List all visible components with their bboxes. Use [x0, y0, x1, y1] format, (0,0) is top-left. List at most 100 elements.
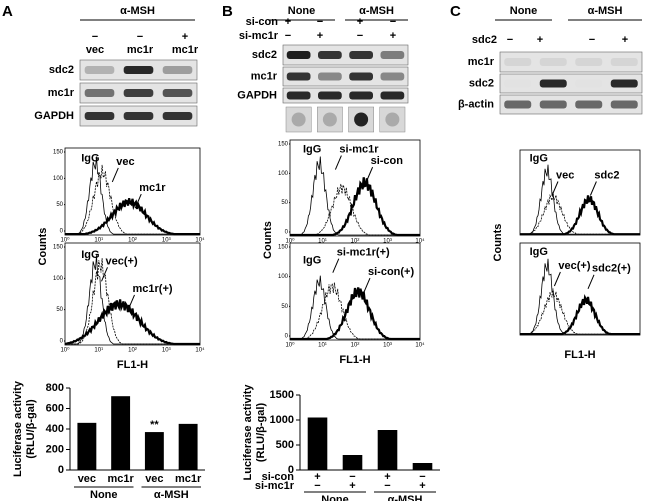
blot-label: sdc2 [49, 64, 74, 76]
band [504, 100, 532, 109]
band [318, 72, 342, 81]
sign: + [182, 31, 188, 43]
arrow [363, 277, 371, 293]
y-tick-label: 0 [288, 464, 294, 476]
flow-y-tick: 100 [53, 176, 64, 182]
band [575, 58, 603, 66]
sign: − [507, 34, 513, 46]
sign: − [589, 34, 595, 46]
bar [342, 455, 363, 470]
y-tick-label: 500 [276, 439, 294, 451]
arrow [134, 193, 142, 209]
flow-x-tick: 10² [128, 348, 137, 354]
group-label: α-MSH [154, 489, 189, 501]
row-label: si-mc1r [239, 30, 279, 42]
histogram [64, 299, 200, 346]
header: α-MSH [120, 5, 155, 17]
sign: + [349, 480, 355, 492]
arrow [128, 294, 135, 310]
band [380, 51, 405, 59]
flow-label: vec [116, 156, 134, 168]
band [318, 51, 342, 59]
histogram [520, 294, 640, 336]
sign: − [390, 16, 396, 28]
arrow [111, 167, 119, 183]
flow-frame [64, 242, 201, 346]
histogram [65, 156, 200, 235]
band [84, 112, 115, 120]
blot [499, 94, 643, 115]
band [610, 100, 638, 109]
histogram [65, 258, 200, 345]
flow-y-label: Counts [37, 228, 49, 266]
flow-x-tick: 10¹ [318, 343, 327, 349]
y-axis-label: Luciferase activity [12, 380, 24, 477]
flow-frame [519, 149, 641, 236]
blot [282, 44, 409, 66]
sign: − [384, 480, 390, 492]
flow-x-tick: 10⁰ [60, 237, 70, 244]
band [349, 72, 373, 81]
y-axis-label: Luciferase activity [242, 384, 254, 481]
row-label: si-con [262, 471, 295, 483]
flow-y-tick: 100 [53, 276, 64, 282]
flow-x-tick: 10⁰ [60, 347, 70, 354]
histogram [290, 177, 420, 237]
histogram [290, 275, 420, 340]
sign: − [92, 31, 98, 43]
flow-x-label: FL1-H [117, 359, 148, 371]
flow-label: si-mc1r(+) [337, 247, 390, 259]
histogram [65, 198, 200, 236]
header: None [510, 5, 538, 17]
band [349, 91, 373, 100]
lane-label: vec [86, 44, 104, 56]
band [610, 79, 638, 88]
flow-label: vec [556, 169, 574, 181]
flow-frame [289, 139, 421, 237]
row-label: sdc2 [472, 34, 497, 46]
y-tick-label: 200 [46, 443, 64, 455]
flow-frame [519, 242, 641, 336]
flow-y-tick: 50 [56, 307, 63, 313]
arrow [553, 271, 561, 287]
blot-label: mc1r [251, 70, 278, 82]
flow-y-tick: 100 [278, 274, 289, 280]
flow-label: IgG [303, 254, 321, 266]
arrow [334, 155, 342, 170]
lane-label: mc1r [127, 44, 154, 56]
flow-label: mc1r [139, 182, 166, 194]
significance: ** [150, 419, 159, 431]
flow-y-tick: 0 [285, 230, 289, 236]
flow-y-tick: 150 [53, 245, 64, 251]
flow-label: sdc2(+) [592, 263, 631, 275]
panel-label: B [222, 3, 233, 20]
flow-x-tick: 10² [128, 238, 137, 244]
sign: + [384, 471, 390, 483]
flow-x-tick: 10⁴ [415, 238, 425, 245]
flow-label: mc1r(+) [133, 283, 173, 295]
blot-label: sdc2 [252, 49, 277, 61]
flow-label: IgG [303, 144, 321, 156]
y-tick-label: 600 [46, 402, 64, 414]
blot [499, 73, 643, 94]
band [575, 100, 603, 109]
flow-x-tick: 10⁰ [285, 342, 295, 349]
flow-y-tick: 50 [281, 304, 288, 310]
band [380, 91, 405, 100]
flow-label: si-con(+) [368, 266, 414, 278]
sign: + [537, 34, 543, 46]
band [539, 100, 567, 109]
histogram [290, 287, 420, 341]
band [380, 72, 405, 81]
bar [307, 417, 328, 470]
band [84, 89, 115, 97]
histogram [520, 195, 640, 236]
flow-label: si-con [371, 155, 404, 167]
flow-label: IgG [81, 249, 99, 261]
blot-label: β-actin [458, 98, 494, 110]
y-tick-label: 1500 [270, 389, 294, 401]
blot-label: mc1r [48, 87, 75, 99]
bar [178, 423, 198, 470]
header: α-MSH [588, 5, 623, 17]
